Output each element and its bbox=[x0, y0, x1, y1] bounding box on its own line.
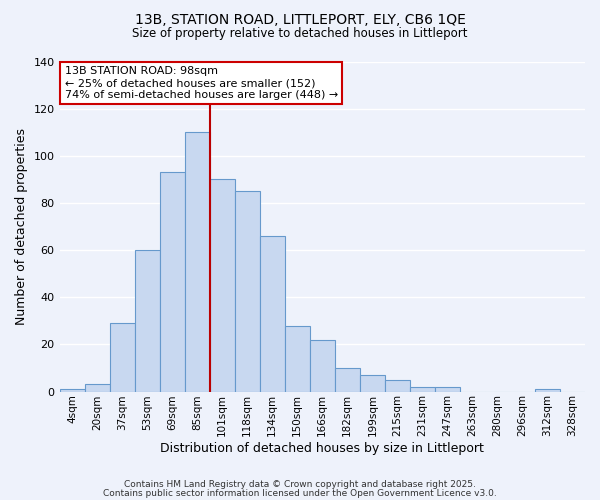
Text: Contains public sector information licensed under the Open Government Licence v3: Contains public sector information licen… bbox=[103, 488, 497, 498]
Text: 13B STATION ROAD: 98sqm
← 25% of detached houses are smaller (152)
74% of semi-d: 13B STATION ROAD: 98sqm ← 25% of detache… bbox=[65, 66, 338, 100]
Bar bbox=[85, 384, 110, 392]
Bar bbox=[535, 389, 560, 392]
Bar bbox=[59, 389, 85, 392]
Bar bbox=[285, 326, 310, 392]
Bar bbox=[235, 191, 260, 392]
Text: Size of property relative to detached houses in Littleport: Size of property relative to detached ho… bbox=[132, 28, 468, 40]
Bar bbox=[410, 387, 435, 392]
Bar bbox=[110, 323, 134, 392]
Bar bbox=[335, 368, 360, 392]
Bar bbox=[385, 380, 410, 392]
Bar bbox=[185, 132, 209, 392]
X-axis label: Distribution of detached houses by size in Littleport: Distribution of detached houses by size … bbox=[160, 442, 484, 455]
Bar bbox=[360, 375, 385, 392]
Bar bbox=[160, 172, 185, 392]
Y-axis label: Number of detached properties: Number of detached properties bbox=[15, 128, 28, 325]
Bar bbox=[260, 236, 285, 392]
Bar bbox=[435, 387, 460, 392]
Text: 13B, STATION ROAD, LITTLEPORT, ELY, CB6 1QE: 13B, STATION ROAD, LITTLEPORT, ELY, CB6 … bbox=[134, 12, 466, 26]
Text: Contains HM Land Registry data © Crown copyright and database right 2025.: Contains HM Land Registry data © Crown c… bbox=[124, 480, 476, 489]
Bar bbox=[310, 340, 335, 392]
Bar bbox=[134, 250, 160, 392]
Bar bbox=[209, 180, 235, 392]
